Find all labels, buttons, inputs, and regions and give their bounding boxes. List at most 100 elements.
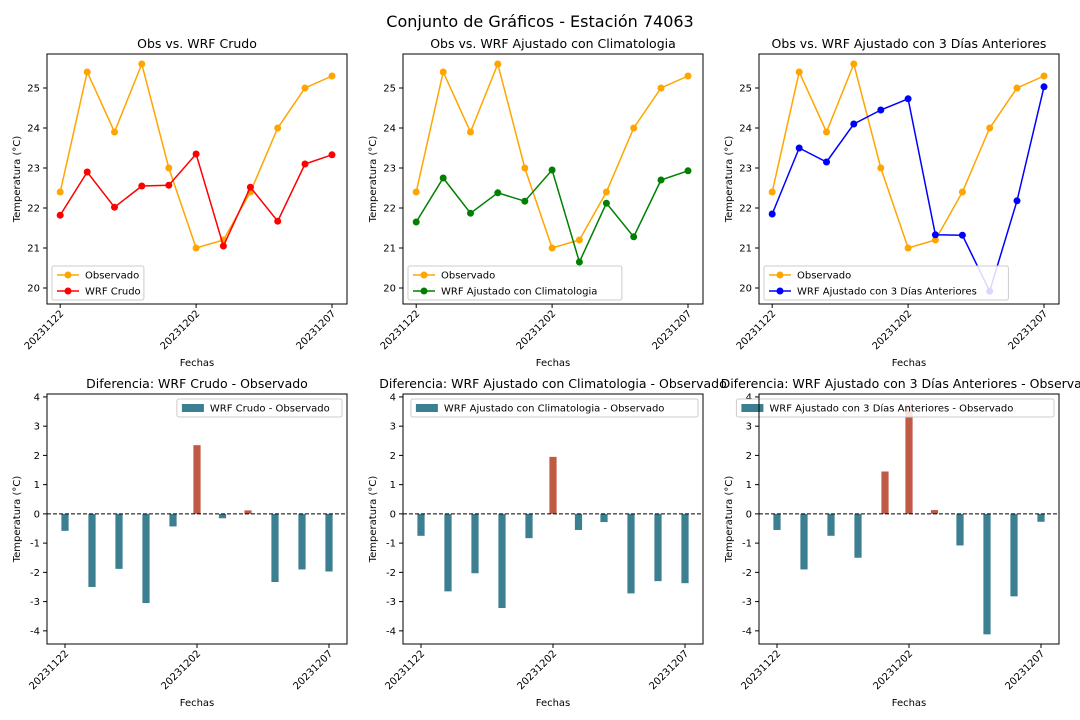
y-tick-label: 22 — [383, 204, 396, 215]
legend-box — [763, 265, 1009, 301]
data-point — [328, 72, 336, 80]
panel-title: Diferencia: WRF Crudo - Observado — [86, 376, 308, 391]
data-point — [548, 244, 556, 252]
data-point — [602, 188, 610, 196]
axes-frame — [402, 53, 704, 305]
data-point — [850, 60, 858, 68]
y-tick-label: 22 — [739, 204, 752, 215]
legend-marker — [420, 287, 428, 295]
data-point — [165, 164, 173, 172]
bar — [298, 513, 306, 570]
legend-box — [735, 398, 1055, 418]
y-tick-label: -2 — [30, 568, 40, 579]
bar — [627, 513, 635, 594]
y-axis-label: Temperatura (°C) — [12, 476, 23, 564]
y-tick-label: -2 — [742, 568, 752, 579]
data-point — [958, 231, 966, 239]
bar — [1037, 513, 1045, 522]
data-point — [823, 158, 830, 166]
legend-marker — [420, 271, 428, 279]
data-point — [521, 197, 529, 205]
legend-label: Observado — [85, 271, 139, 282]
legend-label: WRF Crudo - Observado — [210, 404, 330, 415]
y-tick-label: 21 — [739, 244, 752, 255]
data-point — [274, 217, 282, 225]
y-tick-label: 20 — [383, 284, 396, 295]
bar — [193, 445, 201, 514]
data-point — [657, 176, 665, 184]
bar — [115, 513, 123, 569]
y-tick-label: 4 — [34, 392, 40, 403]
x-axis-label: Fechas — [892, 698, 927, 709]
data-point — [467, 128, 474, 136]
legend-swatch — [181, 404, 204, 412]
y-tick-label: 24 — [383, 124, 396, 135]
y-tick-label: 21 — [383, 244, 396, 255]
data-point — [602, 199, 610, 207]
legend-label: WRF Ajustado con Climatologia - Observad… — [444, 404, 665, 415]
data-point — [850, 120, 858, 128]
bar — [800, 513, 808, 570]
y-tick-label: 1 — [390, 480, 396, 491]
bar — [773, 513, 781, 530]
y-tick-label: -3 — [386, 597, 396, 608]
data-point — [219, 242, 227, 250]
legend-box — [407, 265, 623, 301]
y-tick-label: 1 — [34, 480, 40, 491]
y-tick-label: 23 — [27, 164, 40, 175]
data-point — [246, 183, 254, 191]
y-axis-label: Temperatura (°C) — [368, 476, 379, 564]
legend-marker — [64, 287, 72, 295]
bar — [444, 513, 452, 592]
y-tick-label: 0 — [746, 509, 752, 520]
y-tick-label: 22 — [27, 204, 40, 215]
panel-title: Diferencia: WRF Ajustado con 3 Días Ante… — [721, 376, 1080, 391]
y-axis-label: Temperatura (°C) — [12, 136, 23, 224]
axes-frame — [46, 53, 348, 305]
y-tick-label: -3 — [30, 597, 40, 608]
panel-title: Obs vs. WRF Ajustado con Climatologia — [430, 36, 676, 51]
bar — [654, 513, 662, 582]
data-point — [657, 84, 665, 92]
y-tick-label: 3 — [746, 422, 752, 433]
legend-marker — [776, 287, 784, 295]
y-tick-label: 21 — [27, 244, 40, 255]
data-point — [412, 188, 420, 196]
axes-frame — [46, 393, 348, 645]
data-point — [1040, 72, 1048, 80]
data-point — [439, 174, 447, 182]
y-tick-label: -1 — [386, 539, 396, 550]
x-axis-label: Fechas — [180, 698, 215, 709]
data-point — [575, 258, 583, 266]
bar — [142, 513, 150, 604]
y-tick-label: 23 — [739, 164, 752, 175]
y-tick-label: 4 — [746, 392, 752, 403]
data-point — [795, 68, 803, 76]
y-tick-label: 2 — [34, 451, 40, 462]
data-point — [1013, 84, 1021, 92]
y-tick-label: -1 — [742, 539, 752, 550]
y-axis-label: Temperatura (°C) — [368, 136, 379, 224]
data-point — [877, 106, 885, 114]
data-point — [768, 188, 776, 196]
y-tick-label: 3 — [390, 422, 396, 433]
legend-marker — [64, 271, 72, 279]
bar — [498, 513, 506, 609]
panel-title: Obs vs. WRF Crudo — [137, 36, 257, 51]
data-point — [165, 181, 173, 189]
bar — [218, 513, 227, 519]
bar — [600, 513, 608, 523]
data-point — [1040, 83, 1048, 91]
y-tick-label: -4 — [30, 626, 40, 637]
y-axis-label: Temperatura (°C) — [724, 136, 735, 224]
y-tick-label: 25 — [739, 84, 752, 95]
data-point — [548, 166, 556, 174]
y-tick-label: -2 — [386, 568, 396, 579]
data-point — [467, 209, 474, 217]
data-point — [904, 244, 912, 252]
data-point — [931, 231, 939, 239]
legend-label: WRF Ajustado con 3 Días Anteriores - Obs… — [769, 403, 1013, 415]
bar — [827, 513, 835, 536]
data-point — [1013, 197, 1021, 205]
y-tick-label: 0 — [390, 509, 396, 520]
